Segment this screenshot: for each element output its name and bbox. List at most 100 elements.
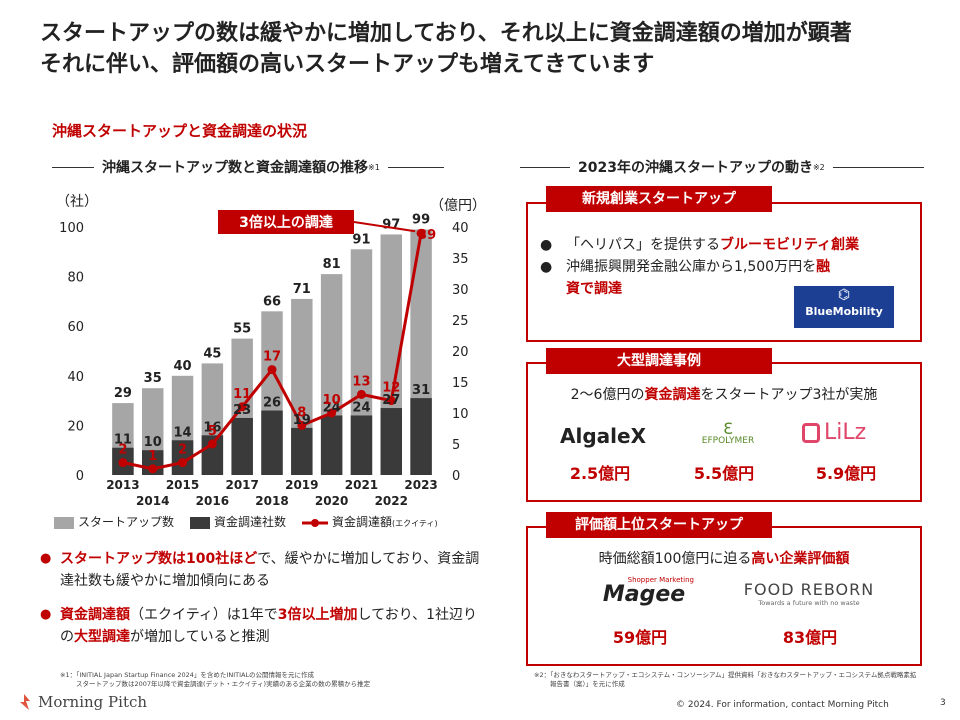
point-funding-amount: [267, 365, 277, 375]
foodreborn-logo-small: Towards a future with no waste: [758, 599, 860, 607]
label-funded: 14: [173, 425, 191, 440]
bar-funded: [410, 398, 432, 475]
y-right-tick-label: 10: [452, 407, 469, 422]
label-funding-amount: 1: [148, 449, 157, 464]
label-startups: 35: [144, 371, 162, 386]
bullet-2-text-3: が増加していると推測: [130, 629, 270, 645]
box1-bullet-2: ● 沖縄振興開発金融公庫から1,500万円を融 資で調達: [540, 256, 880, 300]
bar-funded: [350, 415, 373, 475]
lilz-amount: 5.9億円: [815, 464, 877, 483]
box1-line2-text: 沖縄振興開発金融公庫から1,500万円を: [566, 259, 817, 275]
new-startup-box-head: 新規創業スタートアップ: [546, 186, 772, 212]
summary-bullets: スタートアップ数は100社ほどで、緩やかに増加しており、資金調達社数も緩やかに増…: [40, 548, 480, 660]
bar-funded: [201, 435, 224, 475]
bullet-1-highlight: スタートアップ数は100社ほど: [60, 551, 258, 567]
label-funded: 16: [203, 420, 221, 435]
lilz-logo: LiLz: [802, 420, 892, 445]
point-funding-amount: [386, 396, 396, 406]
lilz-logo-mark: [802, 422, 820, 443]
x-tick-label: 2013: [106, 478, 139, 492]
x-tick-label: 2019: [285, 478, 318, 492]
label-funding-amount: 2: [178, 443, 187, 458]
lead-text-b: をスタートアップ3社が実施: [700, 387, 878, 403]
lead-highlight: 資金調達: [644, 387, 701, 403]
foodreborn-logo: FOOD REBORN Towards a future with no was…: [734, 580, 884, 607]
bar-funded: [261, 410, 283, 475]
point-funding-amount: [148, 464, 158, 474]
x-tick-label: 2020: [315, 494, 348, 508]
y-right-tick-label: 5: [452, 438, 460, 453]
label-funded: 31: [412, 383, 430, 398]
bar-funded: [320, 415, 343, 475]
legend-swatch: [54, 516, 74, 529]
point-funding-amount: [297, 420, 307, 430]
footer-copyright: © 2024. For information, contact Morning…: [676, 700, 889, 710]
label-funding-amount: 5: [208, 424, 217, 439]
lilz-logo-text: LiLz: [824, 420, 867, 445]
box1-line2-highlight-b: 資で調達: [566, 281, 622, 297]
y-left-tick-label: 0: [76, 469, 84, 484]
y-left-tick-label: 100: [59, 221, 84, 236]
bullet-2-highlight-2: 3倍以上増加: [277, 607, 358, 623]
label-startups: 71: [293, 282, 311, 297]
footnote-left-line-2: スタートアップ数は2007年以降で資金調達(デット・エクイティ)実績のある企業の…: [76, 680, 371, 688]
label-funding-amount: 13: [352, 374, 370, 389]
bullet-1: スタートアップ数は100社ほどで、緩やかに増加しており、資金調達社数も緩やかに増…: [40, 548, 480, 592]
point-funding-amount: [178, 458, 188, 468]
title-line-2: それに伴い、評価額の高いスタートアップも増えてきています: [40, 52, 655, 77]
legend-swatch: [190, 516, 211, 529]
efpolymer-logo: Ɛ EFPOLYMER: [688, 421, 768, 447]
footnote-right-line-1: ※2：「おきなわスタートアップ・エコシステム・コンソーシアム」提供資料「おきなわ…: [534, 671, 917, 679]
box1-line1-highlight: ブルーモビリティ創業: [720, 237, 860, 253]
y-axis-right-label: （億円）: [430, 198, 480, 214]
foodreborn-logo-text: FOOD REBORN: [743, 580, 875, 599]
label-funding-amount: 17: [263, 350, 281, 365]
chart-legend: スタートアップ数 資金調達社数 資金調達額(エクイティ): [54, 513, 438, 530]
label-startups: 40: [173, 359, 191, 374]
efpolymer-amount: 5.5億円: [693, 464, 755, 483]
y-right-tick-label: 30: [452, 283, 469, 298]
box1-bullet-1: ● 「ヘリパス」を提供するブルーモビリティ創業: [540, 234, 880, 256]
label-funding-amount: 10: [323, 393, 341, 408]
bullet-2-text-1: （エクイティ）は1年で: [130, 607, 278, 623]
bullet-1-text: で、緩やかに増加しており、資金調達社数も緩やかに増加傾向にある: [60, 551, 480, 589]
left-heading: 沖縄スタートアップ数と資金調達額の推移 ※1: [52, 157, 444, 177]
x-tick-label: 2021: [345, 478, 378, 492]
y-left-tick-label: 40: [67, 370, 84, 385]
new-startup-box-body: ● 「ヘリパス」を提供するブルーモビリティ創業 ● 沖縄振興開発金融公庫から1,50…: [540, 234, 880, 300]
label-funded: 11: [114, 433, 132, 448]
magee-logo: Shopper Marketing Magee: [594, 576, 694, 606]
page-title: スタートアップの数は緩やかに増加しており、それ以上に資金調達額の増加が顕著 それ…: [40, 18, 852, 80]
point-funding-amount: [207, 439, 217, 449]
point-funding-amount: [327, 408, 337, 418]
y-left-tick-label: 80: [67, 271, 84, 286]
large-funding-box-head: 大型調達事例: [546, 348, 772, 374]
x-tick-label: 2018: [255, 494, 288, 508]
annotation-text: 3倍以上の調達: [239, 214, 333, 231]
label-funded: 24: [352, 400, 370, 415]
section-label: 沖縄スタートアップと資金調達の状況: [52, 122, 308, 140]
y-right-tick-label: 15: [452, 376, 469, 391]
foodreborn-amount: 83億円: [782, 628, 838, 647]
left-heading-text: 沖縄スタートアップ数と資金調達額の推移: [102, 160, 368, 176]
x-tick-label: 2016: [196, 494, 229, 508]
heading-rule-left: [52, 166, 94, 168]
bar-funded: [380, 408, 403, 475]
magee-logo-small: Shopper Marketing: [627, 576, 694, 584]
label-funded: 26: [263, 396, 281, 411]
bar-funded: [231, 417, 253, 475]
large-funding-lead: 2～6億円の資金調達をスタートアップ3社が実施: [526, 384, 922, 404]
valuation-box-head: 評価額上位スタートアップ: [546, 512, 772, 538]
label-startups: 29: [114, 386, 132, 401]
y-left-tick-label: 20: [67, 419, 84, 434]
title-line-1: スタートアップの数は緩やかに増加しており、それ以上に資金調達額の増加が顕著: [40, 21, 852, 46]
label-funded: 24: [323, 400, 341, 415]
right-heading-text: 2023年の沖縄スタートアップの動き: [578, 160, 813, 176]
x-tick-label: 2014: [136, 494, 169, 508]
algalex-logo: AlgaleX: [560, 424, 646, 448]
legend-line-swatch: [302, 518, 329, 527]
label-funding-amount: 2: [118, 443, 127, 458]
y-right-tick-label: 25: [452, 314, 469, 329]
valuation-lead: 時価総額100億円に迫る高い企業評価額: [526, 548, 922, 568]
